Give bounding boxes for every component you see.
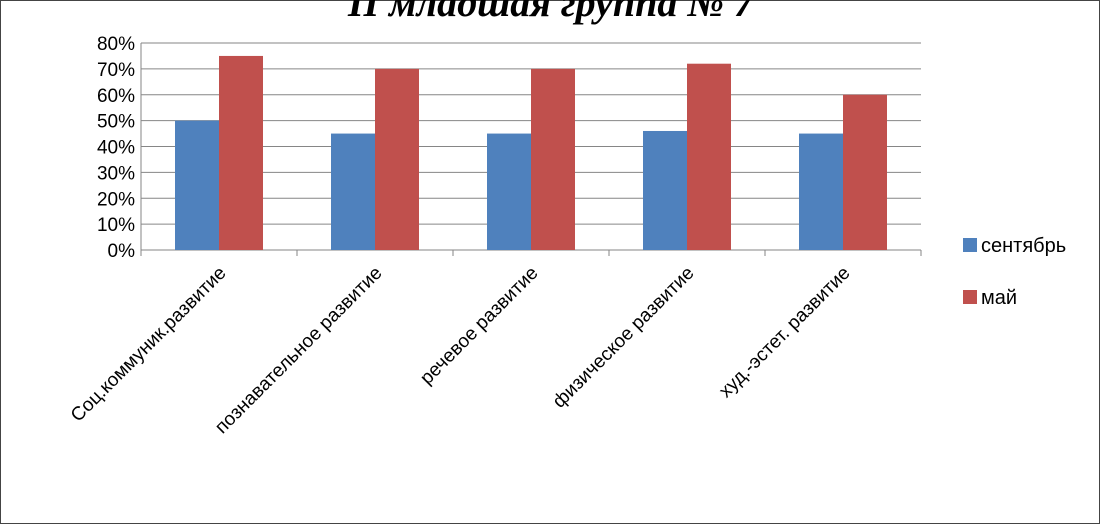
x-category-label: Соц.коммуник.развитие [67,263,231,427]
bar-сентябрь-0 [175,120,219,250]
bar-май-3 [687,63,731,251]
bar-сентябрь-1 [331,133,375,250]
bar-май-2 [531,68,575,250]
y-tick-label: 20% [97,189,135,210]
y-tick-label: 0% [108,241,136,262]
chart-title: II младшая группа № 7 [348,0,754,25]
bar-май-0 [219,55,263,250]
y-tick-label: 30% [97,163,135,184]
legend-swatch-сентябрь [963,238,977,252]
y-tick-label: 70% [97,60,135,81]
bar-май-1 [375,68,419,250]
y-tick-label: 80% [97,34,135,55]
bar-сентябрь-2 [487,133,531,250]
legend-swatch-май [963,290,977,304]
bar-сентябрь-4 [799,133,843,250]
x-category-label: познавательное развитие [211,263,386,438]
x-category-label: физическое развитие [549,263,699,413]
legend-label-сентябрь: сентябрь [981,235,1066,257]
y-tick-label: 60% [97,86,135,107]
bar-сентябрь-3 [643,130,687,250]
y-tick-label: 10% [97,215,135,236]
x-category-label: худ.-эстет. развитие [715,263,854,402]
bar-май-4 [843,94,887,250]
y-tick-label: 50% [97,112,135,133]
legend-label-май: май [981,287,1017,309]
x-category-label: речевое развитие [416,263,542,389]
y-tick-label: 40% [97,138,135,159]
